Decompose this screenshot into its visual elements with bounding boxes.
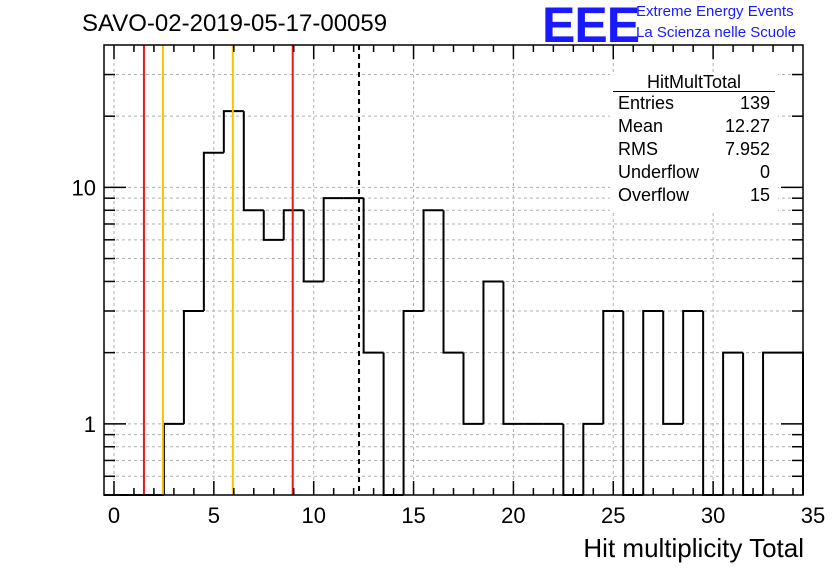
histogram-bin xyxy=(282,209,304,240)
eee-logo: EEE xyxy=(542,0,640,53)
histogram-bin xyxy=(402,310,424,495)
marker-lines xyxy=(142,45,361,495)
histogram-bin xyxy=(302,210,324,283)
histogram-bin xyxy=(462,352,484,425)
histogram-bin xyxy=(222,110,244,153)
stats-name: HitMultTotal xyxy=(646,72,742,92)
histogram-bin xyxy=(602,310,624,424)
stats-row-mean: Mean 12.27 xyxy=(618,116,770,138)
y-tick-label: 1 xyxy=(84,412,96,437)
x-tick-label: 0 xyxy=(108,503,120,528)
histogram-bin xyxy=(582,422,604,495)
stats-value: 139 xyxy=(739,93,770,113)
histogram-bin xyxy=(182,310,204,424)
logo-line-1: Extreme Energy Events xyxy=(636,3,794,20)
y-tick-label: 10 xyxy=(72,175,96,200)
histogram-bin xyxy=(722,351,744,495)
stats-value: 12.27 xyxy=(724,116,770,136)
histogram-bin xyxy=(202,151,224,311)
histogram-bin xyxy=(442,210,464,354)
histogram-bin xyxy=(242,111,264,212)
x-tick-label: 30 xyxy=(701,503,725,528)
x-tick-label: 10 xyxy=(301,503,325,528)
histogram-bin xyxy=(262,210,284,241)
x-tick-label: 20 xyxy=(501,503,525,528)
histogram-bin xyxy=(422,209,444,311)
stats-row-overflow: Overflow 15 xyxy=(618,185,770,207)
histogram-bin xyxy=(482,280,504,424)
x-tick-label: 35 xyxy=(801,503,825,528)
stats-box: HitMultTotal Entries 139 Mean 12.27 RMS … xyxy=(610,72,778,211)
histogram-bin xyxy=(662,311,684,425)
stats-value: 0 xyxy=(759,162,770,182)
x-tick-label: 15 xyxy=(401,503,425,528)
stats-row-rms: RMS 7.952 xyxy=(618,139,770,161)
histogram-bin xyxy=(622,311,644,496)
stats-value: 15 xyxy=(749,185,770,205)
tick-marks: 0 5 10 15 20 25 30 35 1 10 xyxy=(72,45,825,528)
histogram-bin xyxy=(762,351,784,495)
x-tick-label: 25 xyxy=(601,503,625,528)
histogram-bin xyxy=(502,281,524,425)
histogram-bin xyxy=(322,197,344,282)
x-tick-label: 5 xyxy=(208,503,220,528)
stats-label: Mean xyxy=(618,116,664,136)
histogram-bin xyxy=(682,310,704,424)
stats-value: 7.952 xyxy=(724,139,770,159)
stats-row-underflow: Underflow 0 xyxy=(618,162,770,184)
stats-divider xyxy=(613,91,775,92)
plot-title: SAVO-02-2019-05-17-00059 xyxy=(82,10,388,37)
stats-label: Underflow xyxy=(618,162,700,182)
stats-label: Overflow xyxy=(618,185,690,205)
x-axis-title: Hit multiplicity Total xyxy=(583,533,804,563)
histogram-bin xyxy=(642,310,664,495)
histogram-bin xyxy=(362,198,384,354)
stats-label: RMS xyxy=(618,139,658,159)
logo-line-2: La Scienza nelle Scuole xyxy=(636,24,797,41)
stats-row-entries: Entries 139 xyxy=(618,93,770,115)
stats-label: Entries xyxy=(618,93,675,113)
